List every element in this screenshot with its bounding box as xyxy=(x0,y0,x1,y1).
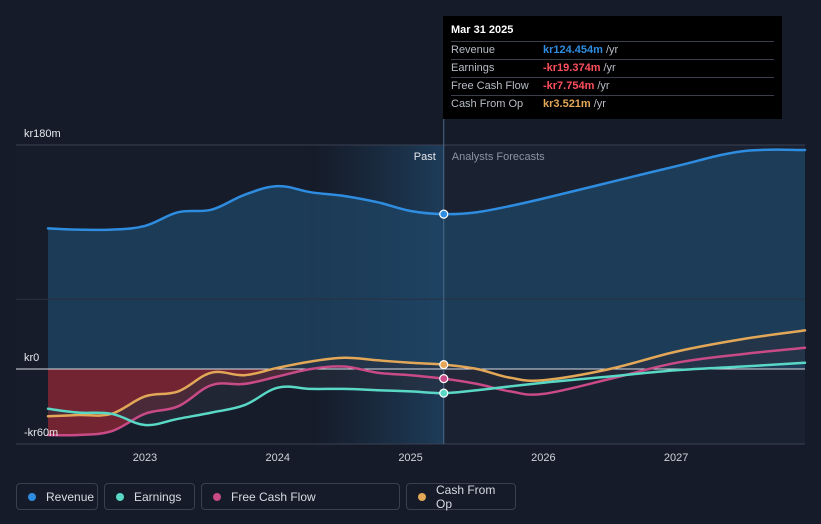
line-fcf xyxy=(46,346,807,437)
forecast-label: Analysts Forecasts xyxy=(452,151,545,163)
legend-label: Revenue xyxy=(46,489,95,504)
y-tick-label: kr0 xyxy=(24,352,39,364)
y-tick-label: kr180m xyxy=(24,128,61,140)
tooltip-row-earnings: Earnings -kr19.374m /yr xyxy=(451,59,774,77)
marker-cfo xyxy=(439,360,449,370)
tooltip-row-revenue: Revenue kr124.454m /yr xyxy=(451,41,774,59)
tooltip-unit: /yr xyxy=(605,44,619,56)
cfo-dot-icon xyxy=(418,492,426,501)
legend-item-cash-from-op[interactable]: Cash From Op xyxy=(406,482,516,511)
line-earnings xyxy=(46,361,807,427)
x-tick-label: 2027 xyxy=(664,452,688,464)
tooltip-unit: /yr xyxy=(593,98,606,110)
tooltip-label: Free Cash Flow xyxy=(451,80,529,92)
x-tick-label: 2025 xyxy=(398,452,422,464)
line-cfo xyxy=(46,329,807,418)
tooltip: Mar 31 2025 Revenue kr124.454m /yr Earni… xyxy=(443,16,782,119)
tooltip-row-cash-from-op: Cash From Op kr3.521m /yr xyxy=(451,95,774,113)
legend: Revenue Earnings Free Cash Flow Cash Fro… xyxy=(16,482,516,511)
marker-earnings xyxy=(439,388,449,398)
legend-item-earnings[interactable]: Earnings xyxy=(104,483,195,510)
tooltip-label: Earnings xyxy=(451,62,495,74)
line-revenue xyxy=(46,148,807,232)
revenue-dot-icon xyxy=(28,492,36,501)
tooltip-row-free-cash-flow: Free Cash Flow -kr7.754m /yr xyxy=(451,77,774,95)
tooltip-unit: /yr xyxy=(603,62,616,74)
x-tick-label: 2024 xyxy=(266,452,290,464)
legend-item-revenue[interactable]: Revenue xyxy=(16,483,98,510)
x-tick-label: 2026 xyxy=(531,452,555,464)
revenue-area xyxy=(48,149,805,369)
tooltip-unit: /yr xyxy=(597,80,610,92)
tooltip-value: -kr7.754m xyxy=(543,80,595,92)
tooltip-label: Cash From Op xyxy=(451,98,524,110)
y-tick-label: -kr60m xyxy=(24,427,58,439)
past-label: Past xyxy=(414,151,436,163)
legend-label: Free Cash Flow xyxy=(231,489,316,504)
legend-label: Cash From Op xyxy=(436,482,496,511)
legend-label: Earnings xyxy=(134,489,182,504)
x-tick-label: 2023 xyxy=(133,452,157,464)
tooltip-label: Revenue xyxy=(451,44,496,56)
earnings-dot-icon xyxy=(116,492,124,501)
marker-fcf xyxy=(439,374,449,384)
tooltip-value: kr124.454m xyxy=(543,44,603,56)
marker-revenue xyxy=(439,209,449,219)
legend-item-free-cash-flow[interactable]: Free Cash Flow xyxy=(201,483,400,510)
tooltip-date: Mar 31 2025 xyxy=(451,24,514,36)
fcf-dot-icon xyxy=(213,492,221,501)
tooltip-value: -kr19.374m xyxy=(543,62,601,74)
tooltip-value: kr3.521m xyxy=(543,98,591,110)
